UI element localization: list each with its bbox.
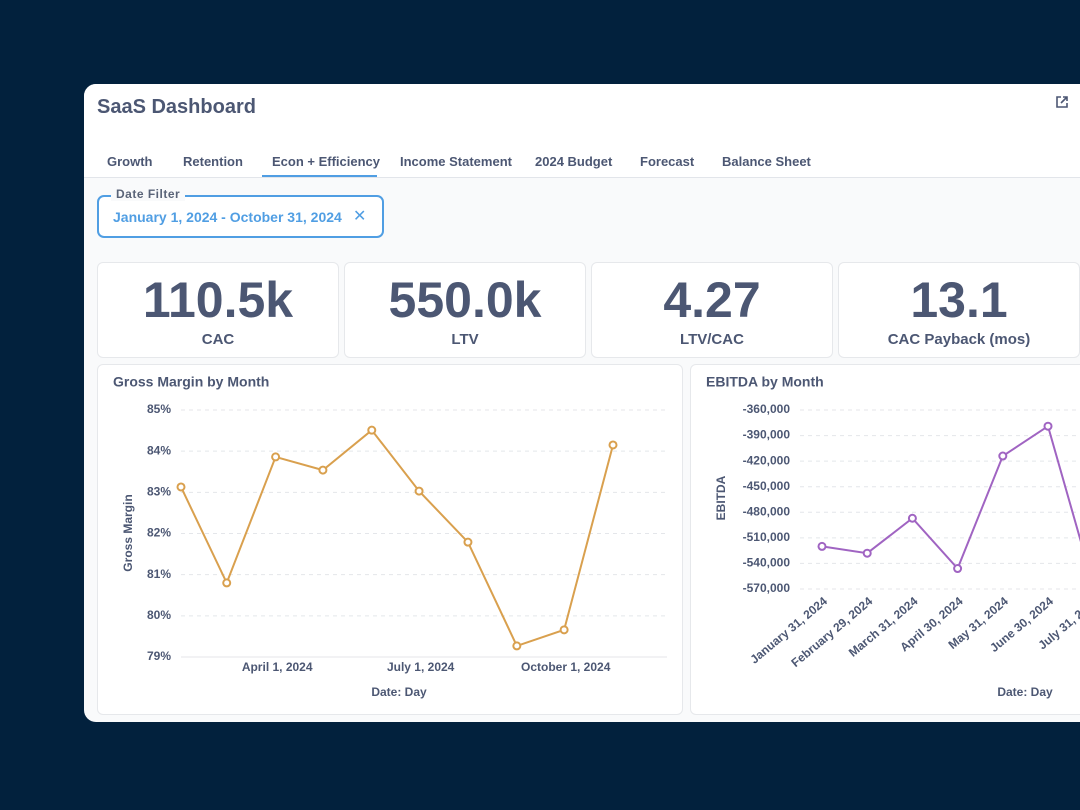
- filter-label: Date Filter: [111, 187, 186, 201]
- active-tab-underline: [262, 175, 377, 177]
- y-tick-label: 85%: [147, 402, 171, 416]
- dashboard-card: SaaS Dashboard Growth Retention Econ + E…: [84, 84, 1080, 722]
- y-tick-label: 81%: [147, 567, 171, 581]
- kpi-value: 550.0k: [388, 272, 542, 328]
- dashboard-title: SaaS Dashboard: [97, 96, 256, 118]
- y-tick-label: 80%: [147, 608, 171, 622]
- point: [1043, 421, 1053, 431]
- x-axis-label: Date: Day: [997, 685, 1053, 699]
- y-tick-label: 84%: [147, 443, 171, 457]
- kpi-label: CAC Payback (mos): [887, 331, 1031, 348]
- kpi-label: LTV: [451, 331, 479, 348]
- kpi-card: 4.27 LTV/CAC: [591, 262, 833, 358]
- chart-title: EBITDA by Month: [706, 374, 824, 390]
- tab[interactable]: Forecast: [640, 154, 695, 169]
- y-tick-label: -420,000: [743, 453, 791, 467]
- kpi-value: 4.27: [663, 272, 761, 328]
- external-link-icon[interactable]: [1055, 95, 1069, 109]
- x-tick-label: October 1, 2024: [521, 660, 611, 674]
- tab[interactable]: Econ + Efficiency: [272, 154, 381, 169]
- kpi-card: 550.0k LTV: [344, 262, 586, 358]
- point: [512, 641, 522, 651]
- line: [821, 424, 1080, 571]
- y-axis-label: Gross Margin: [121, 494, 135, 571]
- tab[interactable]: Retention: [183, 154, 243, 169]
- point: [271, 452, 281, 462]
- y-tick-label: 82%: [147, 526, 171, 540]
- x-tick-label: July 1, 2024: [387, 660, 455, 674]
- kpi-value: 110.5k: [142, 272, 294, 328]
- tab[interactable]: Income Statement: [400, 154, 512, 169]
- charts: Gross Margin by Month 85% 84% 83% 82% 81% 80% 7…: [113, 374, 1080, 699]
- kpi-label: CAC: [201, 331, 235, 348]
- kpi-value: 13.1: [910, 272, 1008, 328]
- y-tick-label: -390,000: [743, 428, 791, 442]
- clear-filter[interactable]: ✕: [353, 208, 367, 225]
- y-tick-label: -510,000: [743, 530, 791, 544]
- point: [608, 440, 618, 450]
- header: SaaS Dashboard Growth Retention Econ + E…: [84, 84, 1080, 178]
- tab[interactable]: Growth: [107, 154, 153, 169]
- point: [907, 513, 917, 523]
- point: [367, 425, 377, 435]
- x-tick-label: January 31, 2024: [747, 594, 830, 667]
- point: [414, 486, 424, 496]
- y-tick-label: 79%: [147, 649, 171, 663]
- point: [817, 541, 827, 551]
- y-tick-label: -360,000: [743, 402, 791, 416]
- tab[interactable]: 2024 Budget: [535, 154, 613, 169]
- y-axis-label: EBITDA: [714, 475, 728, 520]
- y-tick-label: -540,000: [743, 556, 791, 570]
- point: [862, 548, 872, 558]
- point: [176, 482, 186, 492]
- point: [559, 625, 569, 635]
- point: [318, 465, 328, 475]
- x-tick-label: February 29, 2024: [788, 594, 875, 670]
- chart-title: Gross Margin by Month: [113, 374, 269, 390]
- y-tick-label: 83%: [147, 485, 171, 499]
- x-tick-label: April 1, 2024: [242, 660, 313, 674]
- line: [180, 428, 614, 648]
- kpi-card: 110.5k CAC: [97, 262, 339, 358]
- point: [998, 451, 1008, 461]
- kpi-label: LTV/CAC: [680, 331, 744, 348]
- date-filter[interactable]: Date Filter January 1, 2024 - October 31…: [97, 187, 384, 238]
- y-tick-label: -480,000: [743, 504, 791, 518]
- kpi-card: 13.1 CAC Payback (mos): [838, 262, 1080, 358]
- y-tick-label: -570,000: [743, 581, 791, 595]
- y-tick-label: -450,000: [743, 479, 791, 493]
- x-axis-label: Date: Day: [371, 685, 427, 699]
- point: [463, 537, 473, 547]
- filter-value: January 1, 2024 - October 31, 2024: [113, 209, 342, 225]
- tab[interactable]: Balance Sheet: [722, 154, 811, 169]
- point: [222, 578, 232, 588]
- point: [953, 564, 963, 574]
